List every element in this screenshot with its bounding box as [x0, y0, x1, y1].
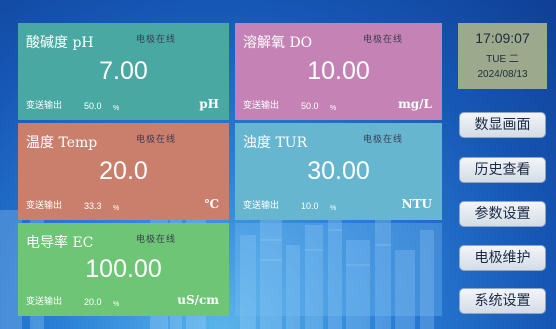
- clock-panel: 17:09:07 TUE 二 2024/08/13: [458, 23, 547, 89]
- tur-card[interactable]: 浊度 TUR 电极在线 30.00 变送输出 10.0 % NTU: [235, 123, 442, 220]
- tur-card-title: 浊度 TUR: [243, 135, 308, 151]
- history-button[interactable]: 历史查看: [459, 157, 546, 183]
- do-value: 10.00: [307, 57, 370, 85]
- ph-electrode-status: 电极在线: [136, 35, 177, 45]
- tur-unit: NTU: [401, 197, 432, 211]
- tur-output-unit: %: [330, 205, 337, 212]
- ph-output-label: 变送输出: [26, 101, 63, 111]
- ph-card-title: 酸碱度 pH: [26, 35, 94, 51]
- system-settings-button[interactable]: 系统设置: [459, 288, 546, 314]
- ec-unit: uS/cm: [177, 293, 219, 307]
- do-output-value: 50.0: [301, 101, 319, 111]
- ec-card-title: 电导率 EC: [26, 235, 94, 251]
- temp-output-label: 变送输出: [26, 201, 63, 211]
- do-unit: mg/L: [398, 97, 432, 111]
- temp-electrode-status: 电极在线: [136, 135, 177, 145]
- clock-date: 2024/08/13: [477, 69, 528, 80]
- ph-card[interactable]: 酸碱度 pH 电极在线 7.00 变送输出 50.0 % pH: [18, 23, 229, 120]
- empty-card-slot: [235, 223, 442, 316]
- ec-card[interactable]: 电导率 EC 电极在线 100.00 变送输出 20.0 % uS/cm: [18, 223, 229, 316]
- ec-output-unit: %: [113, 301, 120, 308]
- data-screen-button[interactable]: 数显画面: [459, 112, 546, 138]
- clock-day: TUE 二: [486, 54, 519, 65]
- temp-output-unit: %: [113, 205, 120, 212]
- tur-electrode-status: 电极在线: [363, 135, 404, 145]
- electrode-maintenance-button[interactable]: 电极维护: [459, 245, 546, 271]
- ph-unit: pH: [199, 97, 219, 111]
- do-card-title: 溶解氧 DO: [243, 35, 313, 51]
- do-output-label: 变送输出: [243, 101, 280, 111]
- params-settings-button[interactable]: 参数设置: [459, 201, 546, 227]
- ec-electrode-status: 电极在线: [136, 235, 177, 245]
- tur-output-label: 变送输出: [243, 201, 280, 211]
- temp-output-value: 33.3: [84, 201, 102, 211]
- ph-value: 7.00: [99, 57, 148, 85]
- do-output-unit: %: [330, 105, 337, 112]
- temp-value: 20.0: [99, 157, 148, 185]
- ph-output-unit: %: [113, 105, 120, 112]
- temp-card-title: 温度 Temp: [26, 135, 98, 151]
- tur-output-value: 10.0: [301, 201, 319, 211]
- do-electrode-status: 电极在线: [363, 35, 404, 45]
- tur-value: 30.00: [307, 157, 370, 185]
- clock-time: 17:09:07: [475, 30, 530, 46]
- ec-output-label: 变送输出: [26, 297, 63, 307]
- ec-output-value: 20.0: [84, 297, 102, 307]
- ec-value: 100.00: [85, 255, 162, 283]
- ph-output-value: 50.0: [84, 101, 102, 111]
- temp-card[interactable]: 温度 Temp 电极在线 20.0 变送输出 33.3 % ℃: [18, 123, 229, 220]
- temp-unit: ℃: [204, 197, 219, 211]
- do-card[interactable]: 溶解氧 DO 电极在线 10.00 变送输出 50.0 % mg/L: [235, 23, 442, 120]
